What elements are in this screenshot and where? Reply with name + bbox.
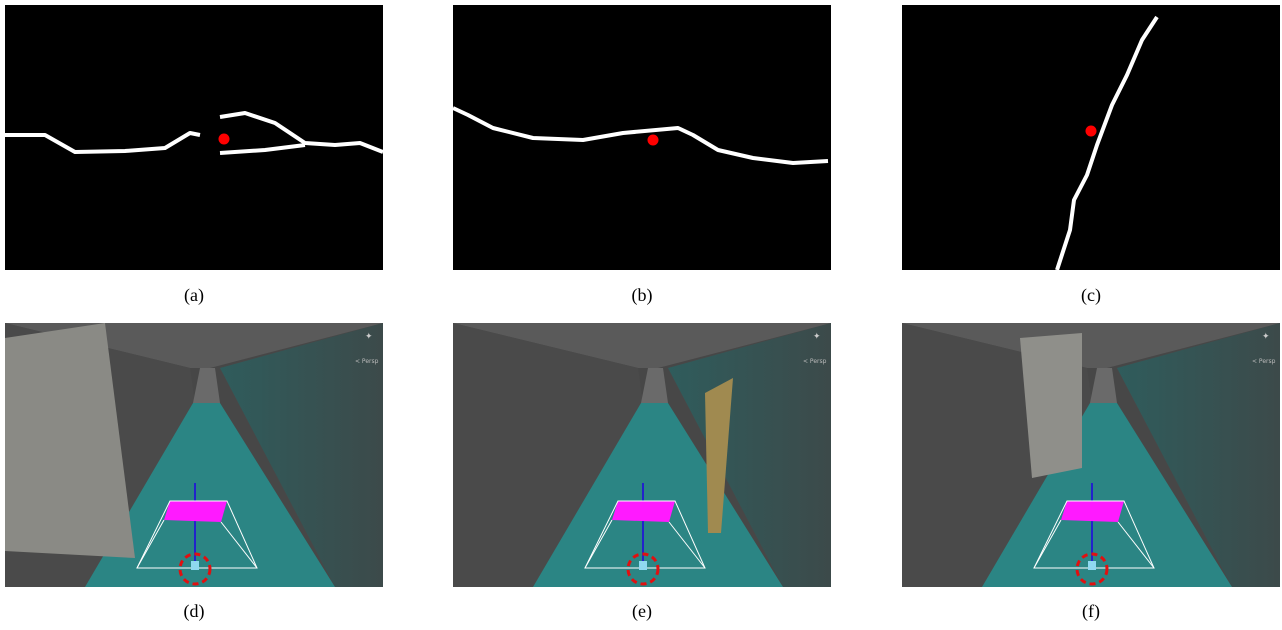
page: ✦ < Persp (a) (b) (c) (d) (e) (f) bbox=[0, 0, 1282, 630]
point bbox=[219, 134, 230, 145]
panel-b bbox=[453, 5, 831, 270]
panel-bg bbox=[902, 5, 1280, 270]
scene bbox=[453, 323, 831, 587]
panel-bg bbox=[5, 5, 383, 270]
caption: (f) bbox=[1082, 601, 1100, 622]
point bbox=[648, 135, 659, 146]
caption: (a) bbox=[184, 285, 204, 306]
panel-a bbox=[5, 5, 383, 270]
scene bbox=[902, 323, 1280, 587]
panel-c bbox=[902, 5, 1280, 270]
caption: (d) bbox=[184, 601, 205, 622]
panel-f bbox=[902, 323, 1280, 587]
panel-d bbox=[5, 323, 383, 587]
figure: ✦ < Persp (a) (b) (c) (d) (e) (f) bbox=[0, 0, 1282, 630]
panel-e bbox=[453, 323, 831, 587]
caption: (e) bbox=[632, 601, 652, 622]
panel-bg bbox=[453, 5, 831, 270]
caption: (b) bbox=[632, 285, 653, 306]
point bbox=[1086, 126, 1097, 137]
caption: (c) bbox=[1081, 285, 1101, 306]
